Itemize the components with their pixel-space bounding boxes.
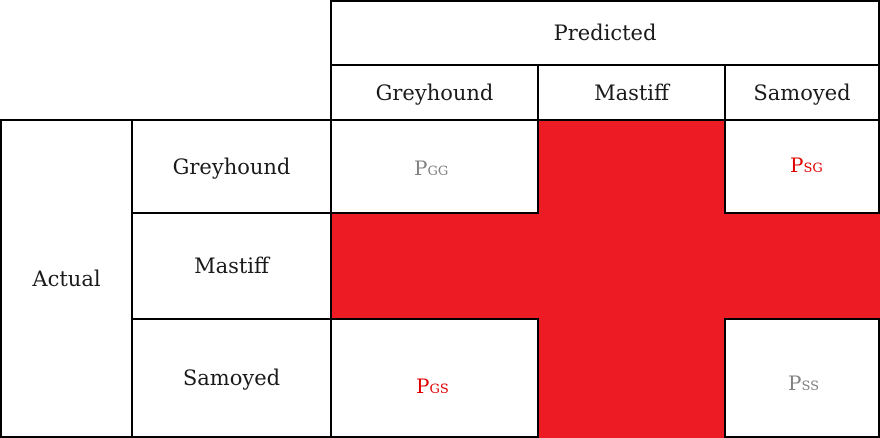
cell-samoyed-greyhound	[330, 318, 539, 438]
p-ss-label: PSS	[788, 371, 819, 395]
actual-header-label: Actual	[32, 266, 101, 291]
p-gg-sub: GG	[427, 164, 449, 179]
cell-greyhound-greyhound	[330, 119, 539, 214]
mastiff-row-highlight	[332, 214, 880, 318]
p-gs-main: P	[416, 374, 430, 398]
predicted-header-label: Predicted	[553, 21, 657, 45]
p-gg-label: PGG	[414, 156, 448, 180]
row-header-label: Samoyed	[182, 366, 281, 390]
p-gg-main: P	[414, 156, 428, 180]
p-sg-sub: SG	[803, 161, 823, 176]
p-gs-label: PGS	[416, 374, 449, 398]
p-sg-label: PSG	[790, 153, 823, 177]
row-header-label: Greyhound	[172, 154, 291, 179]
p-ss-sub: SS	[801, 379, 820, 394]
actual-header: Actual	[0, 119, 133, 438]
row-header-samoyed: Samoyed	[131, 318, 332, 438]
p-ss-main: P	[788, 371, 802, 395]
column-header-samoyed: Samoyed	[724, 64, 880, 121]
row-header-label: Mastiff	[194, 254, 269, 278]
cell-samoyed-samoyed	[724, 318, 880, 438]
predicted-header: Predicted	[330, 0, 880, 66]
column-header-label: Greyhound	[375, 80, 494, 105]
row-header-mastiff: Mastiff	[131, 212, 332, 320]
column-header-label: Samoyed	[753, 80, 851, 105]
cell-greyhound-samoyed	[724, 119, 880, 214]
column-header-greyhound: Greyhound	[330, 64, 539, 121]
column-header-label: Mastiff	[594, 80, 669, 105]
column-header-mastiff: Mastiff	[537, 64, 726, 121]
p-gs-sub: GS	[429, 382, 449, 397]
row-header-greyhound: Greyhound	[131, 119, 332, 214]
p-sg-main: P	[790, 153, 804, 177]
